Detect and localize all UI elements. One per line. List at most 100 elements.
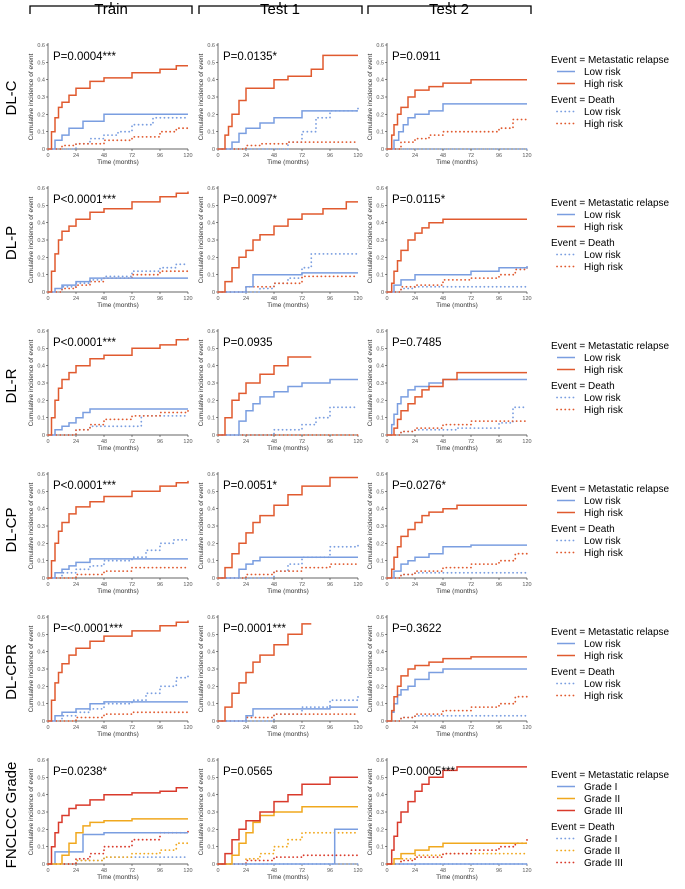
y-tick-label: 0.4 <box>37 78 45 84</box>
y-tick-label: 0.6 <box>207 329 215 335</box>
legend-item-low-risk: Low risk <box>584 67 622 78</box>
x-tick-label: 0 <box>385 153 388 159</box>
y-tick-label: 0.1 <box>37 416 45 422</box>
legend-relapse-title: Event = Metastatic relapse <box>551 341 670 352</box>
y-tick-label: 0.1 <box>207 130 215 136</box>
x-tick-label: 0 <box>385 439 388 445</box>
x-tick-label: 96 <box>327 582 333 588</box>
x-tick-label: 48 <box>271 296 277 302</box>
p-value-label: P<0.0001*** <box>53 480 117 492</box>
x-tick-label: 72 <box>468 725 474 731</box>
x-tick-label: 0 <box>216 582 219 588</box>
legend-item-low-risk: Low risk <box>584 393 622 404</box>
x-tick-label: 24 <box>73 296 79 302</box>
x-tick-label: 48 <box>440 153 446 159</box>
row-label-dl-cpr: DL-CPR <box>3 644 20 700</box>
y-tick-label: 0.6 <box>207 43 215 49</box>
series-line-metastatic-relapse-low-risk <box>387 544 527 579</box>
y-axis-title: Cumulative incidence of event <box>367 53 374 140</box>
y-tick-label: 0.5 <box>376 632 384 638</box>
p-value-label: P=0.0115* <box>392 194 446 206</box>
y-axis-title: Cumulative incidence of event <box>367 339 374 426</box>
x-tick-label: 96 <box>157 153 163 159</box>
y-tick-label: 0.5 <box>376 346 384 352</box>
series-line-death-high-risk <box>386 694 528 722</box>
panel-dl-cpr-test-2: 0 0.1 0.2 0.3 0.4 0.5 0.6 0 24 48 72 96 120 Time (mon… <box>367 615 532 738</box>
row-label-dl-cp: DL-CP <box>3 507 20 552</box>
panel-dl-cpr-test-1: 0 0.1 0.2 0.3 0.4 0.5 0.6 0 24 48 72 96 120 Time (mon… <box>198 615 363 738</box>
legend-death-title: Event = Death <box>551 524 615 535</box>
y-tick-label: 0.4 <box>207 507 215 513</box>
x-tick-label: 24 <box>243 725 249 731</box>
x-tick-label: 120 <box>522 725 531 731</box>
y-tick-label: 0.2 <box>207 541 215 547</box>
x-axis-title: Time (months) <box>436 159 478 166</box>
series-line-death-grade-ii <box>217 831 359 865</box>
p-value-label: P=0.0935 <box>223 337 273 349</box>
series-line-metastatic-relapse-high-risk <box>387 371 527 436</box>
series-line-metastatic-relapse-high-risk <box>218 54 358 150</box>
y-tick-label: 0.1 <box>376 130 384 136</box>
x-tick-label: 96 <box>157 725 163 731</box>
series-line-metastatic-relapse-low-risk <box>218 706 358 722</box>
x-tick-label: 120 <box>353 296 362 302</box>
column-header-test1: Test 1 <box>198 1 363 18</box>
y-axis-title: Cumulative incidence of event <box>28 339 35 426</box>
y-tick-label: 0.4 <box>207 793 215 799</box>
legend-death-title: Event = Death <box>551 238 615 249</box>
x-tick-label: 120 <box>183 582 192 588</box>
x-tick-label: 48 <box>440 725 446 731</box>
y-tick-label: 0.4 <box>376 221 384 227</box>
series-line-death-high-risk <box>217 275 359 293</box>
legend-death-title: Event = Death <box>551 667 615 678</box>
panel-dl-cp-test-2: 0 0.1 0.2 0.3 0.4 0.5 0.6 0 24 48 72 96 120 Time (mon… <box>367 472 532 595</box>
y-tick-label: 0.3 <box>376 238 384 244</box>
y-axis-title: Cumulative incidence of event <box>28 625 35 712</box>
x-axis-title: Time (months) <box>436 302 478 309</box>
y-tick-label: 0.4 <box>37 364 45 370</box>
x-tick-label: 24 <box>412 868 418 874</box>
y-tick-label: 0.6 <box>376 472 384 478</box>
legend-item-low-risk: Low risk <box>584 250 622 261</box>
y-axis-title: Cumulative incidence of event <box>198 339 205 426</box>
y-tick-label: 0.5 <box>37 60 45 66</box>
series-line-metastatic-relapse-low-risk <box>387 266 528 293</box>
series-line-death-high-risk <box>386 551 528 579</box>
x-tick-label: 48 <box>440 439 446 445</box>
x-tick-label: 72 <box>129 296 135 302</box>
x-axis-title: Time (months) <box>267 445 309 452</box>
p-value-label: P=0.0001*** <box>223 623 287 635</box>
x-tick-label: 96 <box>327 153 333 159</box>
y-tick-label: 0.1 <box>37 702 45 708</box>
y-tick-label: 0.5 <box>207 775 215 781</box>
y-axis-title: Cumulative incidence of event <box>28 482 35 569</box>
x-tick-label: 24 <box>412 725 418 731</box>
x-tick-label: 0 <box>46 296 49 302</box>
p-value-label: P=0.0911 <box>392 51 441 63</box>
y-tick-label: 0.2 <box>37 255 45 261</box>
y-tick-label: 0 <box>212 719 215 725</box>
panel-dl-c-train: 0 0.1 0.2 0.3 0.4 0.5 0.6 0 24 48 72 96 120 Time (mon… <box>28 43 193 166</box>
y-tick-label: 0.3 <box>37 667 45 673</box>
y-tick-label: 0.6 <box>37 472 45 478</box>
y-tick-label: 0.6 <box>37 615 45 621</box>
series-line-metastatic-relapse-low-risk <box>48 277 188 293</box>
y-tick-label: 0.5 <box>37 346 45 352</box>
x-tick-label: 96 <box>157 296 163 302</box>
y-tick-label: 0.5 <box>376 775 384 781</box>
y-tick-label: 0.5 <box>376 489 384 495</box>
x-tick-label: 72 <box>129 439 135 445</box>
x-tick-label: 120 <box>183 868 192 874</box>
y-tick-label: 0.1 <box>207 416 215 422</box>
series-line-metastatic-relapse-high-risk <box>48 480 189 579</box>
y-tick-label: 0.5 <box>376 203 384 209</box>
panel-dl-c-test-2: 0 0.1 0.2 0.3 0.4 0.5 0.6 0 24 48 72 96 120 Time (mon… <box>367 43 532 166</box>
x-tick-label: 72 <box>299 725 305 731</box>
x-tick-label: 0 <box>216 439 219 445</box>
legend-item-grade-ii: Grade II <box>584 794 620 805</box>
legend-item-grade-i: Grade I <box>584 782 617 793</box>
x-tick-label: 96 <box>157 868 163 874</box>
series-line-death-grade-ii <box>386 852 528 865</box>
